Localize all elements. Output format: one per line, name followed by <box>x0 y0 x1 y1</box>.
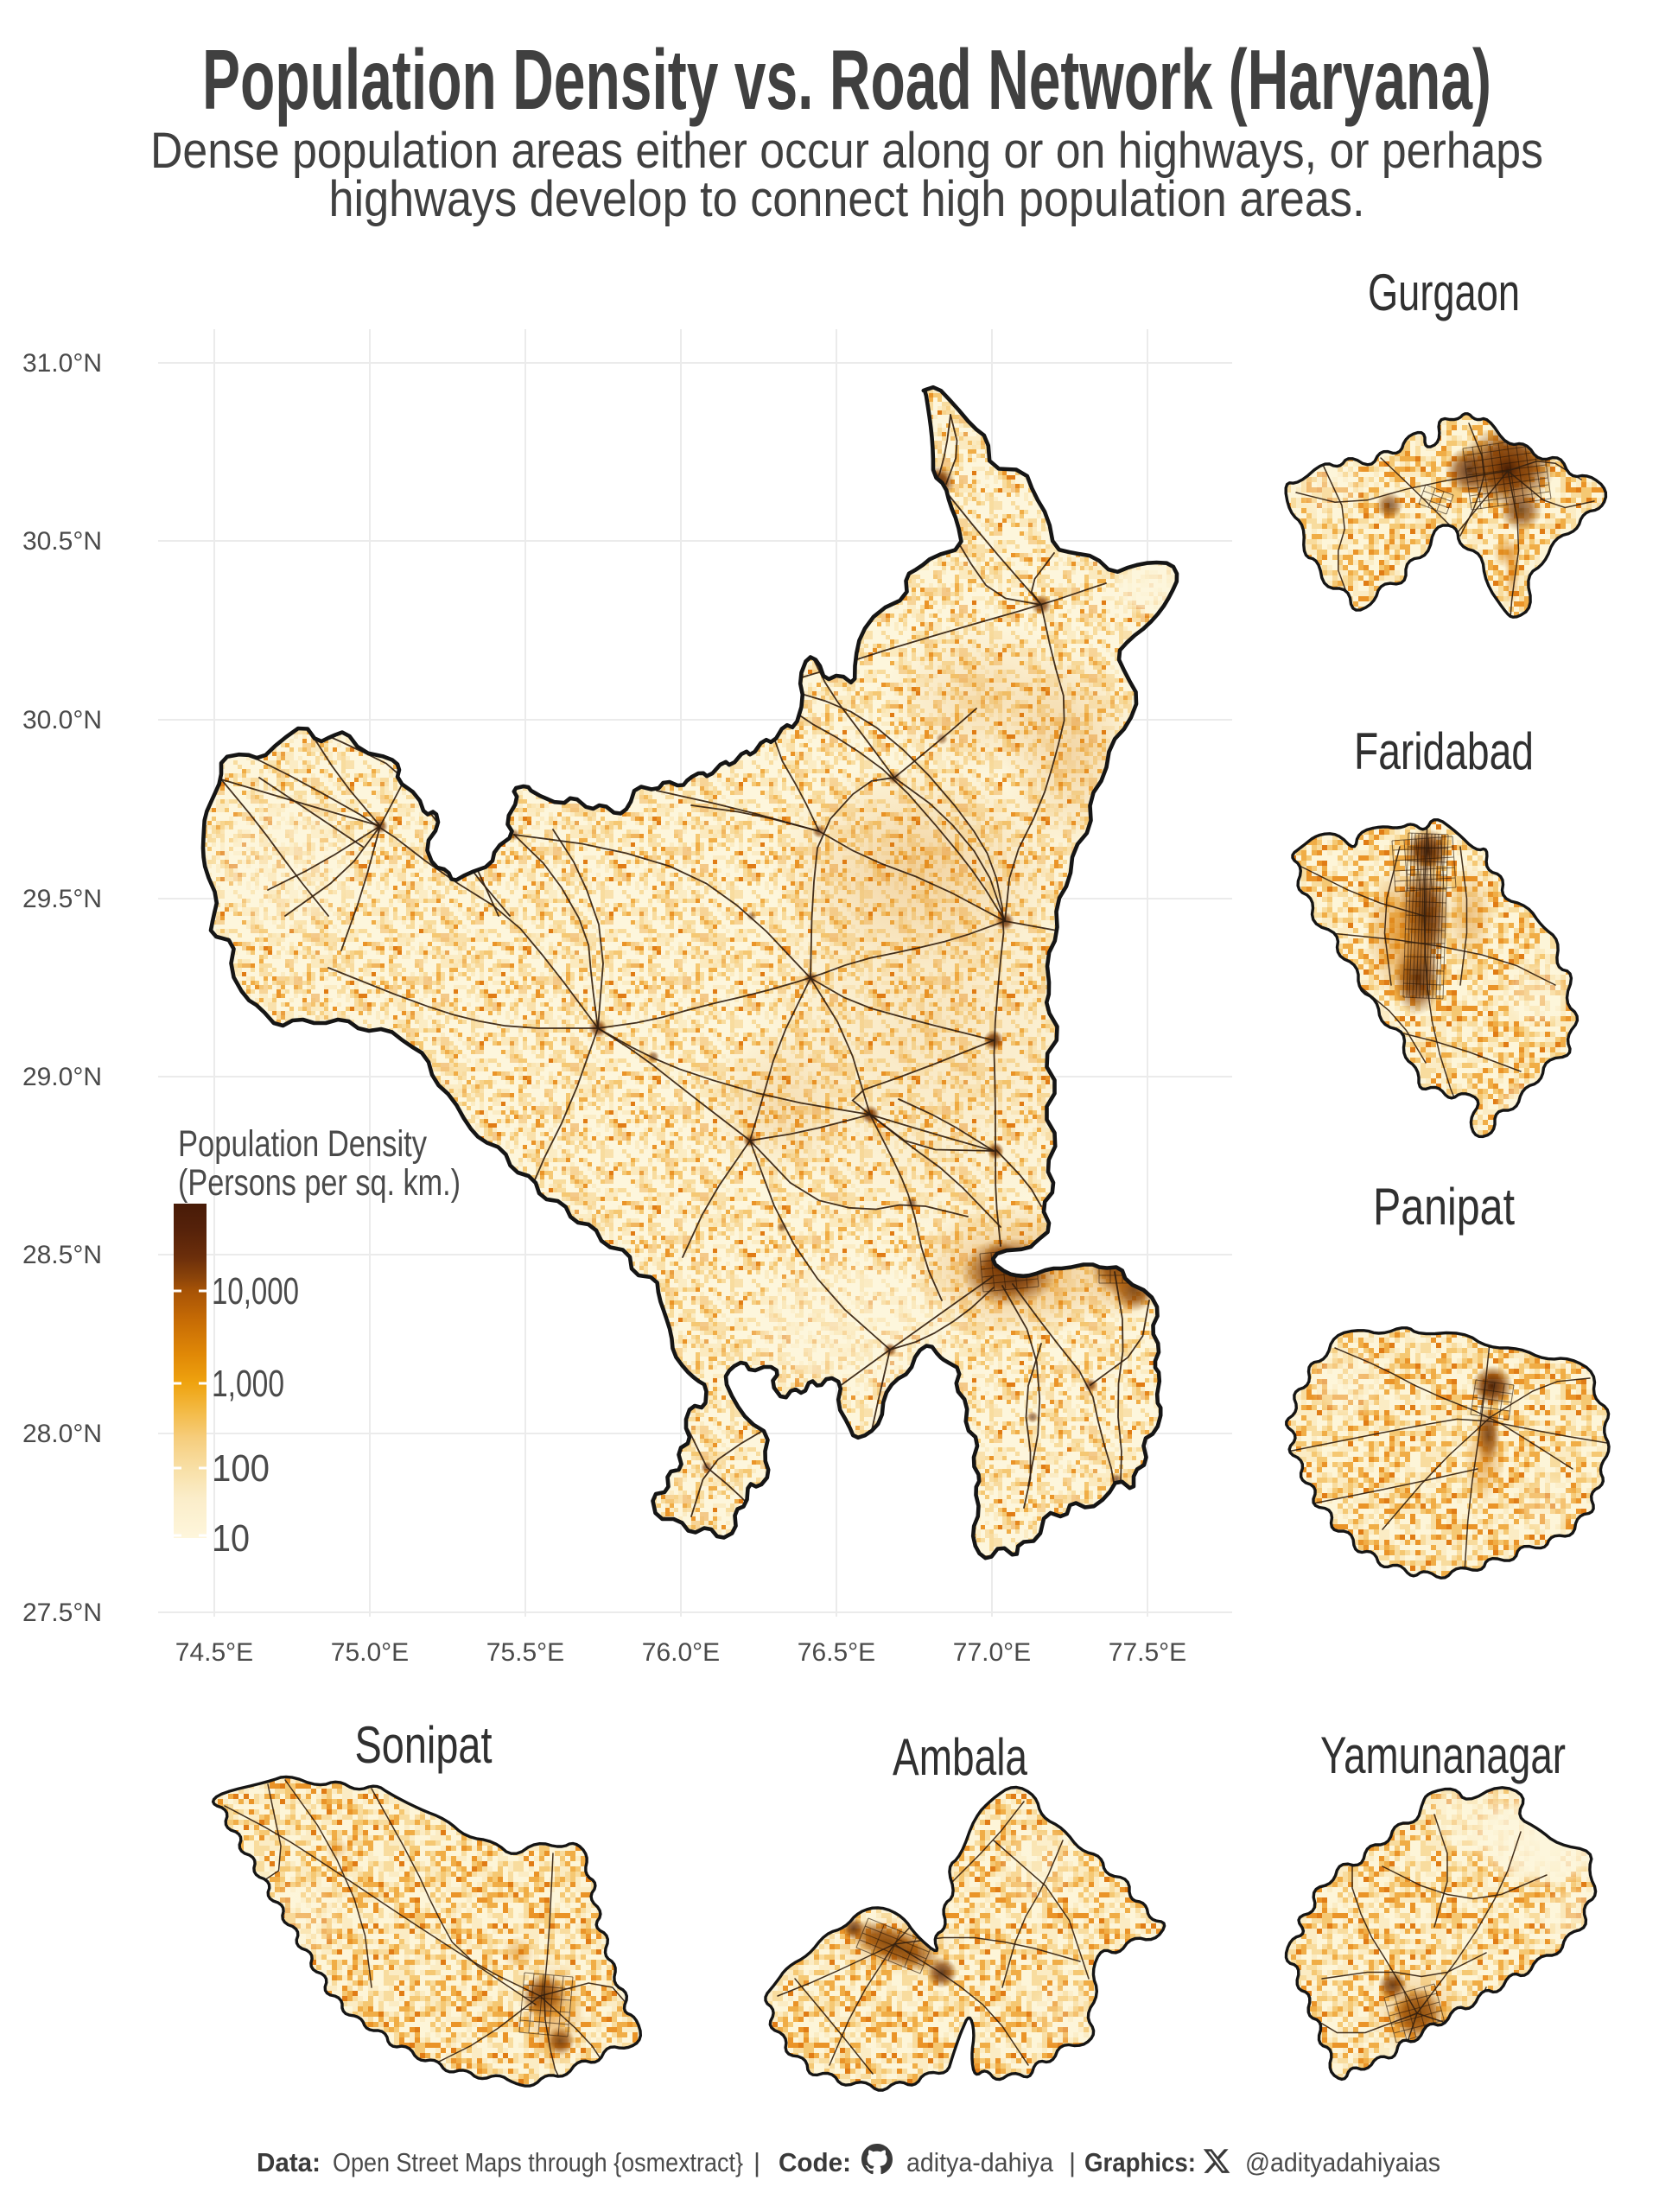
svg-text:Panipat: Panipat <box>1373 1178 1515 1236</box>
svg-text:|: | <box>1069 2147 1076 2177</box>
svg-text:@adityadahiyaias: @adityadahiyaias <box>1245 2147 1440 2177</box>
svg-text:75.5°E: 75.5°E <box>486 1638 564 1667</box>
svg-text:10: 10 <box>212 1517 250 1560</box>
svg-text:Sonipat: Sonipat <box>355 1716 493 1774</box>
svg-text:Code:: Code: <box>779 2147 851 2177</box>
svg-text:10,000: 10,000 <box>212 1270 299 1313</box>
svg-text:Dense population areas either: Dense population areas either occur alon… <box>150 123 1543 179</box>
svg-text:Open Street Maps through {osme: Open Street Maps through {osmextract} <box>333 2147 743 2177</box>
svg-text:Population Density vs. Road Ne: Population Density vs. Road Network (Har… <box>202 32 1491 127</box>
svg-text:28.5°N: 28.5°N <box>22 1241 102 1269</box>
svg-text:28.0°N: 28.0°N <box>22 1420 102 1448</box>
svg-text:75.0°E: 75.0°E <box>331 1638 409 1667</box>
svg-text:27.5°N: 27.5°N <box>22 1599 102 1627</box>
svg-text:76.5°E: 76.5°E <box>798 1638 875 1667</box>
svg-text:77.0°E: 77.0°E <box>953 1638 1031 1667</box>
svg-text:29.0°N: 29.0°N <box>22 1063 102 1091</box>
svg-text:30.5°N: 30.5°N <box>22 527 102 556</box>
svg-text:Gurgaon: Gurgaon <box>1368 264 1520 321</box>
svg-text:Faridabad: Faridabad <box>1354 722 1534 780</box>
svg-text:74.5°E: 74.5°E <box>175 1638 253 1667</box>
svg-text:1,000: 1,000 <box>212 1363 284 1405</box>
svg-text:|: | <box>753 2147 760 2177</box>
svg-text:highways develop to connect hi: highways develop to connect high populat… <box>329 171 1365 227</box>
svg-text:Data:: Data: <box>257 2147 321 2177</box>
svg-text:Yamunanagar: Yamunanagar <box>1320 1726 1566 1784</box>
svg-text:Population Density: Population Density <box>178 1123 427 1165</box>
svg-text:Ambala: Ambala <box>893 1728 1027 1786</box>
svg-text:30.0°N: 30.0°N <box>22 706 102 734</box>
svg-text:29.5°N: 29.5°N <box>22 885 102 913</box>
svg-text:aditya-dahiya: aditya-dahiya <box>906 2147 1054 2177</box>
svg-text:76.0°E: 76.0°E <box>642 1638 720 1667</box>
svg-text:77.5°E: 77.5°E <box>1109 1638 1186 1667</box>
svg-text:100: 100 <box>212 1447 270 1490</box>
svg-text:(Persons per sq. km.): (Persons per sq. km.) <box>178 1162 461 1204</box>
svg-text:Graphics:: Graphics: <box>1084 2147 1196 2177</box>
svg-text:31.0°N: 31.0°N <box>22 349 102 378</box>
